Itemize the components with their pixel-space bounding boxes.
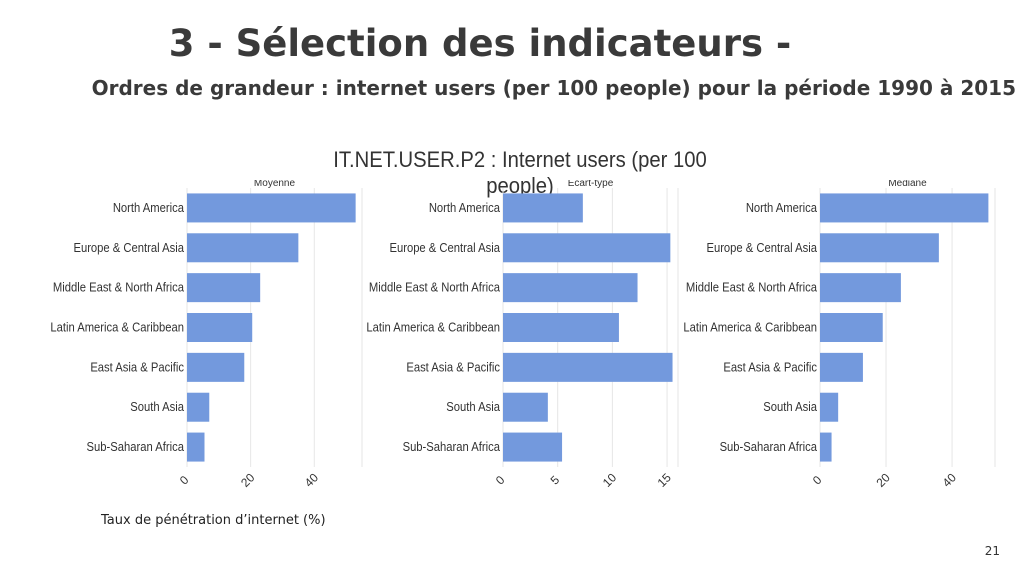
bar <box>503 432 563 462</box>
category-label: Latin America & Caribbean <box>366 320 500 335</box>
category-label: Latin America & Caribbean <box>50 320 184 335</box>
tick-label: 0 <box>177 473 192 488</box>
page-number: 21 <box>984 544 1000 558</box>
bar <box>503 193 583 223</box>
category-label: South Asia <box>446 400 500 415</box>
category-label: South Asia <box>763 400 817 415</box>
category-label: Europe & Central Asia <box>706 240 817 255</box>
axis-caption: Taux de pénétration d’internet (%) <box>101 513 326 528</box>
tick-label: 40 <box>940 470 960 490</box>
category-label: Middle East & North Africa <box>369 280 500 295</box>
bar <box>820 193 989 223</box>
tick-label: 40 <box>302 470 322 490</box>
slide-title: 3 - Sélection des indicateurs - <box>168 22 792 65</box>
category-label: Europe & Central Asia <box>73 240 184 255</box>
category-label: North America <box>746 200 818 215</box>
bar <box>820 352 863 382</box>
bar <box>503 233 671 263</box>
bar <box>187 273 261 303</box>
bar <box>187 352 245 382</box>
category-label: East Asia & Pacific <box>723 360 817 375</box>
tick-label: 0 <box>493 473 508 488</box>
category-label: Sub-Saharan Africa <box>403 440 501 455</box>
bar <box>503 352 673 382</box>
category-label: North America <box>429 200 501 215</box>
charts-figure: Moyenne North America Europe & Central Asi… <box>50 180 996 490</box>
tick-label: 5 <box>548 473 563 488</box>
tick-label: 15 <box>655 470 675 490</box>
bar <box>503 313 619 342</box>
category-label: Middle East & North Africa <box>53 280 184 295</box>
panel-title: Moyenne <box>254 180 296 189</box>
category-label: North America <box>113 200 185 215</box>
bar <box>187 432 205 462</box>
tick-label: 20 <box>238 470 258 490</box>
bar <box>820 392 839 422</box>
tick-label: 20 <box>874 470 894 490</box>
category-label: East Asia & Pacific <box>90 360 184 375</box>
tick-label: 0 <box>810 473 825 488</box>
bar <box>187 233 299 263</box>
category-label: Middle East & North Africa <box>686 280 817 295</box>
bar <box>820 432 832 462</box>
category-label: East Asia & Pacific <box>406 360 500 375</box>
category-label: Europe & Central Asia <box>389 240 500 255</box>
bar <box>187 193 356 223</box>
bar <box>503 392 548 422</box>
bar <box>503 273 638 303</box>
bar <box>820 233 939 263</box>
bar <box>820 273 901 303</box>
panel-title: Ecart-type <box>568 180 614 189</box>
bar <box>187 392 210 422</box>
slide-subtitle: Ordres de grandeur : internet users (per… <box>91 76 1016 100</box>
chart-title: IT.NET.USER.P2 : Internet users (per 100… <box>333 147 707 198</box>
category-label: Sub-Saharan Africa <box>87 440 185 455</box>
bar <box>820 313 883 342</box>
category-label: Sub-Saharan Africa <box>720 440 818 455</box>
category-label: South Asia <box>130 400 184 415</box>
category-label: Latin America & Caribbean <box>683 320 817 335</box>
tick-label: 10 <box>600 470 620 490</box>
panel-title: Médiane <box>888 180 927 189</box>
bar <box>187 313 253 342</box>
